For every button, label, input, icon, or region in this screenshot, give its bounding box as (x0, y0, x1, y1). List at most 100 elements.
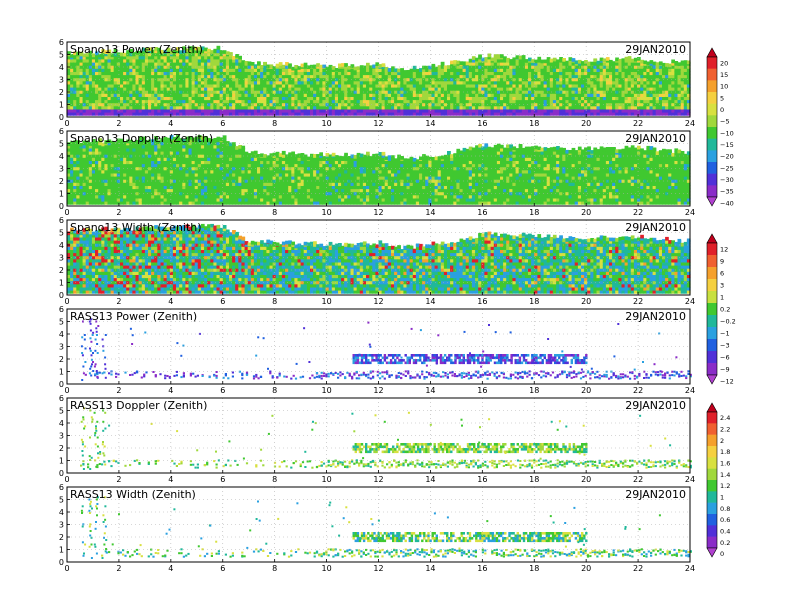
heat-cell (223, 135, 227, 139)
heat-cell (76, 59, 80, 63)
heat-cell (263, 106, 267, 110)
heat-cell (678, 68, 682, 72)
heat-cell (76, 106, 80, 110)
heat-cell (241, 195, 245, 199)
heat-cell (597, 106, 601, 110)
heat-cell (117, 93, 121, 97)
heat-cell (117, 182, 121, 186)
heat-cell (76, 145, 80, 149)
y-tick-label: 1 (59, 101, 64, 110)
x-tick-label: 24 (685, 119, 695, 128)
heat-cell (347, 106, 351, 110)
heat-cell (575, 93, 579, 97)
heat-cell (450, 68, 454, 72)
heat-cell (157, 157, 161, 161)
heat-cell (179, 68, 183, 72)
heat-cell (263, 81, 267, 85)
heat-cell (366, 81, 370, 85)
heat-cell (76, 157, 80, 161)
heat-cell (304, 68, 308, 72)
heat-cell (637, 106, 641, 110)
heat-cell (388, 68, 392, 72)
x-tick-label: 14 (425, 119, 435, 128)
heat-cell (95, 106, 99, 110)
x-tick-label: 16 (477, 119, 487, 128)
heat-cell (534, 106, 538, 110)
heat-cell (139, 195, 143, 199)
heat-cell (220, 93, 224, 97)
panel-2: 0 2 4 6 8 10 12 14 16 18 20 22 240123456Spano13 Dopp… (59, 127, 695, 217)
heat-cell (472, 81, 476, 85)
heat-cell (257, 61, 261, 65)
heat-cell (201, 182, 205, 186)
heat-cell (304, 106, 308, 110)
heat-cell (179, 145, 183, 149)
heat-cell (179, 182, 183, 186)
heat-cell (76, 81, 80, 85)
heat-cell (534, 60, 538, 64)
heat-cell (678, 81, 682, 85)
heat-cell (95, 93, 99, 97)
heat-cell (238, 56, 242, 60)
heat-cell (366, 106, 370, 110)
heat-cell (366, 63, 370, 67)
heat-cell (157, 106, 161, 110)
heat-cell (534, 93, 538, 97)
heat-cell (241, 60, 245, 64)
x-tick-label: 0 (64, 119, 69, 128)
heat-cell (575, 68, 579, 72)
heat-cell (410, 93, 414, 97)
heat-cell (241, 68, 245, 72)
heat-cell (491, 93, 495, 97)
heat-cell (220, 182, 224, 186)
x-tick-label: 4 (168, 119, 173, 128)
heat-cell (179, 81, 183, 85)
heat-cell (512, 93, 516, 97)
heat-cell (478, 54, 482, 58)
heat-cell (491, 106, 495, 110)
heat-cell (637, 57, 641, 61)
heat-cell (263, 62, 267, 66)
heat-cell (326, 81, 330, 85)
heat-cell (553, 93, 557, 97)
heat-cell (241, 146, 245, 150)
heat-cell (637, 93, 641, 97)
heat-cell (388, 93, 392, 97)
heat-cell (241, 81, 245, 85)
heat-cell (347, 93, 351, 97)
heat-cell (553, 81, 557, 85)
heat-cell (512, 57, 516, 61)
heat-cell (76, 93, 80, 97)
heat-cell (95, 170, 99, 174)
heat-cell (139, 157, 143, 161)
heat-cell (288, 63, 292, 67)
y-tick-label: 4 (59, 63, 64, 72)
heat-cell (678, 106, 682, 110)
heat-cell (388, 81, 392, 85)
panel-date: 29JAN2010 (625, 43, 686, 56)
heat-cell (282, 68, 286, 72)
x-tick-label: 8 (272, 119, 277, 128)
y-tick-label: 0 (59, 113, 64, 122)
heat-cell (347, 81, 351, 85)
heat-cell (388, 106, 392, 110)
heat-cell (201, 145, 205, 149)
heat-cell (179, 157, 183, 161)
x-tick-label: 20 (581, 119, 591, 128)
heat-cell (553, 58, 557, 62)
heat-cell (512, 68, 516, 72)
heat-cell (157, 195, 161, 199)
heat-cell (597, 61, 601, 65)
heat-cell (656, 68, 660, 72)
heat-cell (157, 59, 161, 63)
heat-cell (263, 68, 267, 72)
heat-cell (678, 93, 682, 97)
heat-cell (201, 93, 205, 97)
heat-cell (534, 81, 538, 85)
heat-cell (678, 62, 682, 66)
heat-cell (512, 81, 516, 85)
heat-cell (366, 93, 370, 97)
heat-cell (472, 56, 476, 60)
heat-cell (95, 59, 99, 63)
